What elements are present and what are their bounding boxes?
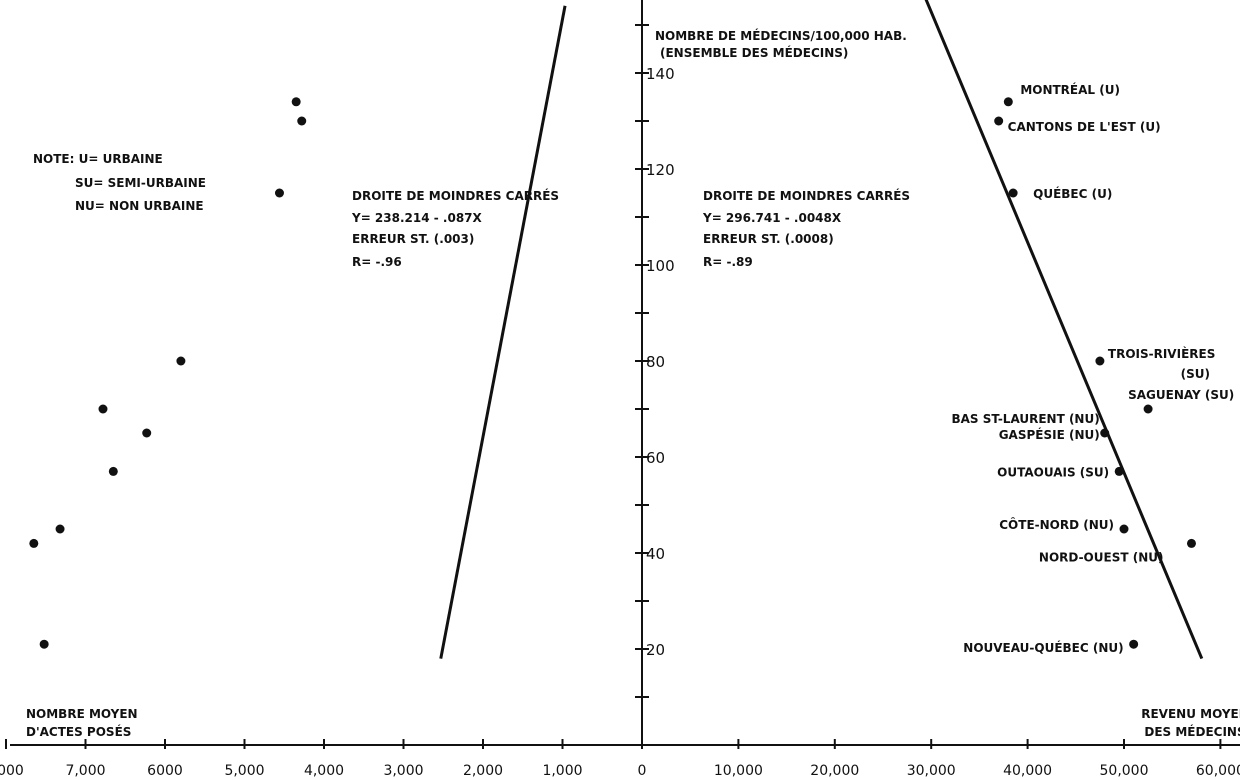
- x-tick-label: 2,000: [463, 763, 503, 779]
- point-label: NORD-OUEST (NU): [1039, 550, 1164, 564]
- right-data-point: [994, 116, 1004, 126]
- axis-title-line: DES MÉDECINS: [1144, 724, 1240, 739]
- point-label: TROIS-RIVIÈRES: [1108, 346, 1215, 361]
- point-label: CÔTE-NORD (NU): [999, 517, 1114, 532]
- y-tick-label: 20: [646, 641, 665, 659]
- right-x-axis-title: REVENU MOYEN DES MÉDECINS: [1141, 707, 1240, 739]
- left-data-point: [55, 524, 65, 534]
- axis-title-line: NOMBRE MOYEN: [26, 707, 138, 721]
- y-tick-label: 120: [646, 161, 675, 179]
- note-line-2: SU= SEMI-URBAINE: [75, 176, 206, 190]
- x-tick-label: 30,000: [907, 763, 956, 779]
- left-data-point: [297, 116, 307, 126]
- x-tick-label: 40,000: [1003, 763, 1052, 779]
- x-tick-label: 20,000: [810, 763, 859, 779]
- right-data-point: [1186, 538, 1196, 548]
- right-data-point: [1119, 524, 1129, 534]
- left-regression-line: [439, 5, 567, 659]
- y-tick-label: 100: [646, 257, 675, 275]
- y-axis-title-part: (ENSEMBLE DES MÉDECINS): [660, 45, 848, 60]
- point-label: CANTONS DE L'EST (U): [1008, 120, 1161, 134]
- right-data-point: [1095, 356, 1105, 366]
- axis-title-line: D'ACTES POSÉS: [26, 724, 131, 739]
- y-axis-title-line-1: NOMBRE DE MÉDECINS/100,000 HAB. (ENSEMBLE…: [655, 28, 907, 60]
- left-data-point: [142, 428, 152, 438]
- x-tick-label: 50,000: [1100, 763, 1149, 779]
- right-x-axis-title-text: REVENU MOYEN DES MÉDECINS: [1141, 707, 1240, 739]
- left-annotation-title: DROITE DE MOINDRES CARRÉS: [352, 188, 559, 203]
- x-tick-label: 10,000: [714, 763, 763, 779]
- point-label: (SU): [1181, 367, 1210, 381]
- right-annotation-equation: Y= 296.741 - .0048X: [702, 211, 842, 225]
- x-tick-label: 5,000: [224, 763, 264, 779]
- left-data-point: [29, 538, 39, 548]
- left-regression-annotation: DROITE DE MOINDRES CARRÉS Y= 238.214 - .…: [351, 188, 559, 269]
- right-data-point: [1100, 428, 1110, 438]
- right-data-point: [1003, 97, 1013, 107]
- right-data-point: [1114, 466, 1124, 476]
- y-tick-label: 80: [646, 353, 665, 371]
- left-annotation-equation: Y= 238.214 - .087X: [351, 211, 483, 225]
- left-x-axis-title: NOMBRE MOYEN D'ACTES POSÉS: [26, 707, 138, 739]
- note-line-3: NU= NON URBAINE: [75, 199, 204, 213]
- ticks: 20 40 60 80 100 120 140 8000 7,000 6000 5,000 4,000…: [0, 24, 1240, 779]
- x-tick-label: 6000: [147, 763, 183, 779]
- right-data-point: [1143, 404, 1153, 414]
- point-label: QUÉBEC (U): [1033, 186, 1112, 201]
- right-regression-annotation: DROITE DE MOINDRES CARRÉS Y= 296.741 - .…: [702, 188, 910, 269]
- left-annotation-error: ERREUR ST. (.003): [352, 232, 474, 246]
- axes: [10, 0, 1240, 746]
- point-labels: MONTRÉAL (U) CANTONS DE L'EST (U) QUÉBEC (…: [952, 82, 1235, 655]
- note-box: NOTE: U= URBAINE SU= SEMI-URBAINE NU= NO…: [33, 152, 206, 213]
- x-tick-label: 1,000: [542, 763, 582, 779]
- point-label: SAGUENAY (SU): [1128, 388, 1234, 402]
- x-tick-label: 3,000: [383, 763, 423, 779]
- right-annotation-title: DROITE DE MOINDRES CARRÉS: [703, 188, 910, 203]
- right-annotation-error: ERREUR ST. (.0008): [703, 232, 834, 246]
- y-axis-title: NOMBRE DE MÉDECINS/100,000 HAB. (ENSEMBLE…: [655, 28, 907, 60]
- left-data-point: [98, 404, 108, 414]
- y-tick-label: 140: [646, 65, 675, 83]
- note-line-1: NOTE: U= URBAINE: [33, 152, 163, 166]
- y-tick-label: 60: [646, 449, 665, 467]
- left-data-point: [39, 639, 49, 649]
- point-label: OUTAOUAIS (SU): [997, 465, 1109, 479]
- point-label: MONTRÉAL (U): [1020, 82, 1120, 97]
- left-data-point: [176, 356, 186, 366]
- left-data-point: [291, 97, 301, 107]
- right-data-point: [1129, 639, 1139, 649]
- right-regression-line: [924, 0, 1204, 660]
- right-data-point: [1008, 188, 1018, 198]
- x-tick-label: 8000: [0, 763, 24, 779]
- x-tick-label: 7,000: [65, 763, 105, 779]
- point-label: BAS ST-LAURENT (NU): [952, 412, 1100, 426]
- left-data-point: [274, 188, 284, 198]
- axis-title-line: REVENU MOYEN: [1141, 707, 1240, 721]
- y-axis-title-part: NOMBRE DE MÉDECINS/100,000 HAB.: [655, 28, 907, 43]
- x-tick-label: 4,000: [304, 763, 344, 779]
- left-annotation-r: R= -.96: [352, 255, 402, 269]
- left-data-point: [108, 466, 118, 476]
- x-tick-label: 60,000: [1196, 763, 1240, 779]
- left-x-axis-title-text: NOMBRE MOYEN D'ACTES POSÉS: [26, 707, 138, 739]
- point-label: NOUVEAU-QUÉBEC (NU): [963, 640, 1123, 655]
- regression-lines: [439, 0, 1204, 660]
- y-tick-label: 40: [646, 545, 665, 563]
- x-tick-label: 0: [638, 763, 647, 779]
- data-points: [29, 97, 1196, 649]
- point-label: GASPÉSIE (NU): [999, 427, 1100, 442]
- right-annotation-r: R= -.89: [703, 255, 753, 269]
